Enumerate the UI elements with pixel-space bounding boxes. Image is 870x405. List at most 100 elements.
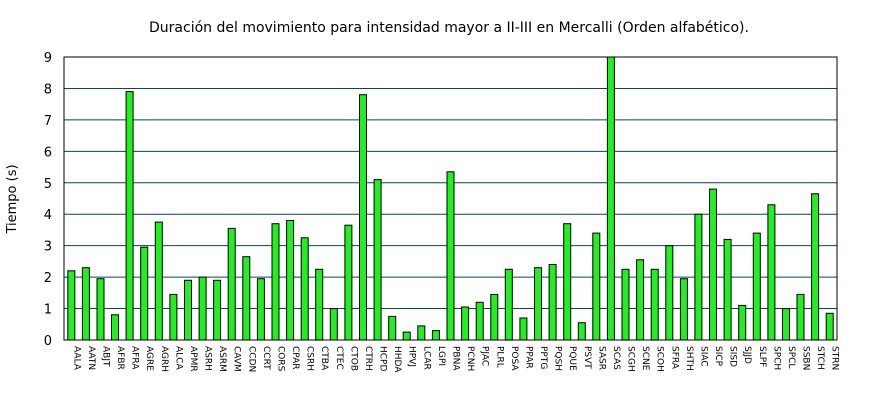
- bar: [738, 304, 747, 341]
- x-tick-label: SIAC: [698, 346, 708, 367]
- bar: [315, 268, 324, 341]
- chart-title: Duración del movimiento para intensidad …: [149, 20, 749, 36]
- x-tick-label: AALA: [71, 346, 81, 371]
- bar: [621, 268, 630, 341]
- bar: [198, 276, 207, 341]
- x-tick-label: STCH: [815, 346, 825, 370]
- bar: [213, 279, 222, 341]
- x-tick-label: PBNA: [451, 346, 461, 371]
- bar: [606, 56, 615, 341]
- bar: [242, 256, 251, 341]
- x-tick-label: CSRH: [305, 346, 315, 371]
- x-tick-label: STRN: [830, 346, 840, 370]
- y-tick-labels: 0 1 2 3 4 5 6 7 8 9: [44, 51, 52, 349]
- bar: [694, 213, 703, 341]
- bar: [665, 245, 674, 341]
- x-tick-label: SFRA: [669, 346, 679, 370]
- bar: [461, 306, 470, 341]
- bar: [271, 223, 280, 341]
- bar: [723, 238, 732, 341]
- bar: [796, 293, 805, 341]
- bar: [300, 237, 309, 341]
- bar: [67, 270, 76, 341]
- y-axis-label: Tiempo (s): [5, 164, 20, 234]
- x-tick-label: HHDA: [392, 346, 402, 373]
- y-tick-label: 0: [44, 334, 52, 349]
- plot-border: [63, 56, 838, 341]
- y-tick-label: 5: [44, 177, 52, 192]
- x-tick-label: SCNE: [640, 346, 650, 371]
- bar: [825, 312, 834, 341]
- x-tick-label: SSBN: [801, 346, 811, 370]
- x-tick-label: PPAR: [523, 346, 533, 369]
- bar: [402, 331, 411, 341]
- x-tick-label: SLPF: [757, 346, 767, 367]
- bar: [504, 268, 513, 341]
- y-tick-label: 2: [44, 271, 52, 286]
- bar: [475, 301, 484, 341]
- x-tick-label: SHTH: [684, 346, 694, 371]
- x-tick-label: SCAS: [611, 346, 621, 370]
- bars: [67, 56, 834, 341]
- bar: [592, 232, 601, 341]
- y-tick-label: 3: [44, 240, 52, 255]
- bar: [650, 268, 659, 341]
- bar: [446, 171, 455, 341]
- bar: [519, 317, 528, 341]
- bar: [767, 204, 776, 341]
- x-tick-label: AGRE: [144, 346, 154, 371]
- x-tick-label: PQUE: [567, 346, 577, 371]
- x-tick-label: SPCH: [771, 346, 781, 370]
- y-tick-label: 8: [44, 82, 52, 97]
- bar: [227, 227, 236, 341]
- bar: [752, 232, 761, 341]
- x-tick-label: CORS: [276, 346, 286, 372]
- bar: [81, 267, 90, 341]
- bar: [431, 330, 440, 341]
- x-tick-label: SCGH: [626, 346, 636, 372]
- x-tick-label: PJAC: [480, 346, 490, 366]
- y-tick-label: 1: [44, 303, 52, 318]
- x-tick-label: SASR: [596, 346, 606, 370]
- x-tick-label: CCRT: [261, 346, 271, 370]
- bar: [125, 91, 134, 341]
- x-tick-label: PLRL: [494, 346, 504, 368]
- bar: [811, 193, 820, 341]
- bar: [679, 278, 688, 341]
- x-tick-label: LCAR: [421, 346, 431, 370]
- bar: [417, 325, 426, 341]
- bar: [563, 223, 572, 341]
- bar: [577, 322, 586, 341]
- x-tick-label: AFRA: [130, 346, 140, 370]
- x-tick-label: SCOH: [655, 346, 665, 372]
- bar: [490, 293, 499, 341]
- x-tick-label: AGRH: [159, 346, 169, 372]
- x-tick-label: PPTG: [538, 346, 548, 369]
- x-tick-label: LGPI: [436, 346, 446, 366]
- bar: [184, 279, 192, 341]
- x-tick-label: SJJD: [742, 346, 752, 364]
- x-tick-label: ASRM: [217, 346, 227, 372]
- bar: [636, 259, 645, 341]
- y-tick-label: 6: [44, 145, 52, 160]
- x-tick-label: HCPD: [378, 346, 388, 371]
- bar: [256, 278, 265, 341]
- bar: [154, 221, 163, 341]
- bar: [286, 220, 295, 341]
- x-tick-labels: AALA AATN ABJT AFBR AFRA AGRE AGRH ALCA APMR ASRH…: [71, 346, 839, 373]
- bar: [388, 315, 397, 341]
- x-tick-label: PQSH: [553, 346, 563, 371]
- bar: [373, 179, 382, 341]
- y-tick-label: 9: [44, 51, 52, 66]
- bar: [329, 308, 338, 341]
- x-tick-label: CTEC: [334, 346, 344, 370]
- y-tick-label: 7: [44, 114, 52, 129]
- x-tick-label: POSA: [509, 346, 519, 371]
- bar: [534, 267, 542, 341]
- bar: [111, 314, 119, 341]
- x-tick-label: CTBA: [319, 346, 329, 371]
- bar: [169, 293, 178, 341]
- bar: [548, 264, 557, 341]
- x-tick-label: SICP: [713, 346, 723, 367]
